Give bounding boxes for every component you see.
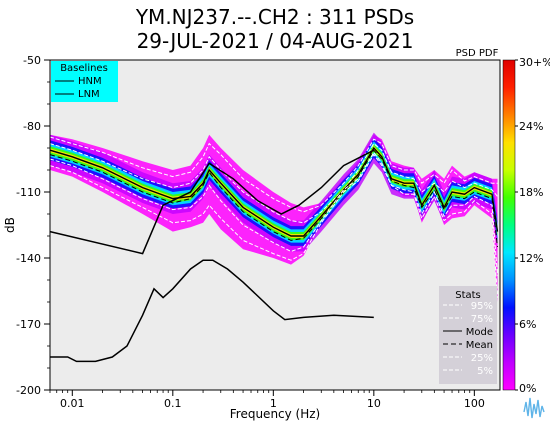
chart-title-line1: YM.NJ237.--.CH2 : 311 PSDs xyxy=(135,5,414,29)
x-tick-label: 0.1 xyxy=(164,397,182,410)
y-axis: -50 -80 -110 -140 -170 -200 xyxy=(16,54,50,397)
stats-legend-label: 5% xyxy=(477,366,493,377)
y-tick-label: -170 xyxy=(16,318,41,331)
colorbar-ticks: 0% 6% 12% 18% 24% 30+% xyxy=(515,56,550,395)
stats-legend-label: 25% xyxy=(471,353,493,364)
stats-legend-box xyxy=(439,286,497,384)
x-axis-label: Frequency (Hz) xyxy=(230,407,321,421)
stats-legend: Stats 95% 75% Mode Mean 25% 5% xyxy=(439,286,497,384)
plot-content xyxy=(49,132,499,363)
hnm-legend-label: HNM xyxy=(78,76,102,87)
logo-icon xyxy=(521,393,548,423)
pdf-density-layer-4 xyxy=(50,144,498,240)
chart-title-line2: 29-JUL-2021 / 04-AUG-2021 xyxy=(137,29,414,53)
colorbar-tick-label: 0% xyxy=(519,382,536,395)
x-tick-label: 1 xyxy=(270,397,277,410)
stats-line-25pct xyxy=(49,151,498,276)
stats-legend-label: 95% xyxy=(471,301,493,312)
stats-legend-title: Stats xyxy=(455,290,481,301)
colorbar-tick-label: 30+% xyxy=(519,56,550,69)
colorbar-tick-label: 12% xyxy=(519,252,543,265)
stats-line-mean xyxy=(49,149,498,248)
x-tick-label: 0.01 xyxy=(60,397,85,410)
stats-line-95pct xyxy=(49,136,498,213)
y-tick-label: -200 xyxy=(16,384,41,397)
stats-line-mode xyxy=(49,146,499,237)
colorbar-tick-label: 18% xyxy=(519,186,543,199)
y-tick-label: -50 xyxy=(23,54,41,67)
y-tick-label: -110 xyxy=(16,186,41,199)
lnm-curve xyxy=(50,259,374,363)
y-tick-label: -140 xyxy=(16,252,41,265)
hnm-curve xyxy=(49,149,375,255)
x-tick-label: 10 xyxy=(367,397,381,410)
baselines-legend: Baselines HNM LNM xyxy=(51,61,118,102)
colorbar-title: PSD PDF xyxy=(456,48,499,59)
x-axis: 0.01 0.1 1 10 100 xyxy=(49,390,485,410)
colorbar-tick-label: 24% xyxy=(519,120,543,133)
lnm-legend-label: LNM xyxy=(78,89,100,100)
stats-legend-label: Mode xyxy=(466,327,493,338)
colorbar xyxy=(502,59,516,391)
stats-legend-label: 75% xyxy=(471,314,493,325)
y-tick-label: -80 xyxy=(23,120,41,133)
y-axis-label: dB xyxy=(3,217,17,233)
baselines-legend-title: Baselines xyxy=(60,63,108,74)
plot-frame xyxy=(49,59,501,391)
stats-legend-label: Mean xyxy=(466,340,493,351)
stats-line-5pct xyxy=(49,153,498,298)
x-tick-label: 100 xyxy=(464,397,485,410)
colorbar-tick-label: 6% xyxy=(519,318,536,331)
